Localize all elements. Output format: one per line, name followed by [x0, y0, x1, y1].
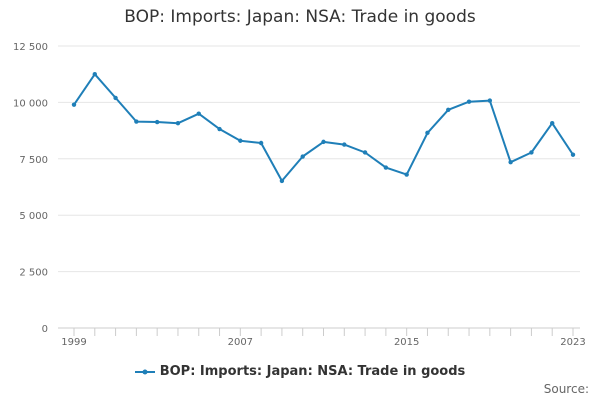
chart-title: BOP: Imports: Japan: NSA: Trade in goods: [124, 7, 476, 27]
data-point[interactable]: [175, 120, 181, 126]
x-tick-label: 1999: [61, 337, 86, 348]
source-label: Source:: [543, 382, 589, 396]
y-tick-label: 2 500: [19, 268, 48, 279]
data-point[interactable]: [279, 178, 285, 184]
data-point[interactable]: [154, 119, 160, 125]
data-point[interactable]: [550, 120, 555, 126]
x-axis: 1999 2007 2015 2023: [58, 327, 586, 348]
x-tick-label: 2023: [560, 337, 585, 348]
data-point[interactable]: [342, 142, 347, 147]
data-point[interactable]: [466, 99, 472, 104]
data-point[interactable]: [383, 165, 389, 170]
data-point[interactable]: [238, 138, 243, 143]
legend-swatch: [134, 369, 155, 374]
y-tick-label: 7 500: [19, 155, 48, 166]
legend-label: BOP: Imports: Japan: NSA: Trade in goods: [159, 364, 466, 379]
data-point[interactable]: [300, 154, 305, 159]
data-point[interactable]: [570, 152, 576, 157]
data-point[interactable]: [487, 98, 493, 103]
y-tick-label: 10 000: [13, 98, 48, 109]
data-point[interactable]: [425, 130, 430, 136]
data-point[interactable]: [529, 150, 534, 155]
data-point[interactable]: [92, 72, 97, 77]
y-tick-label: 5 000: [19, 211, 48, 222]
legend[interactable]: BOP: Imports: Japan: NSA: Trade in goods: [0, 364, 600, 379]
data-point[interactable]: [113, 95, 118, 101]
y-axis: 0 2 500 5 000 7 500 10 000 12 500: [13, 42, 48, 335]
data-point[interactable]: [508, 159, 513, 165]
data-point[interactable]: [362, 150, 368, 155]
x-tick-label: 2007: [228, 337, 253, 348]
data-point[interactable]: [258, 140, 264, 146]
data-point[interactable]: [404, 172, 409, 177]
y-tick-label: 12 500: [13, 42, 48, 53]
data-point[interactable]: [321, 139, 326, 145]
y-tick-label: 0: [42, 324, 48, 335]
series-layer: [71, 72, 576, 184]
data-point[interactable]: [196, 111, 201, 116]
series-line: [73, 73, 574, 182]
data-point[interactable]: [446, 107, 451, 113]
x-tick-label: 2015: [394, 337, 419, 348]
data-point[interactable]: [71, 102, 77, 107]
data-point[interactable]: [134, 119, 139, 124]
data-point[interactable]: [217, 126, 222, 132]
gridlines: [58, 45, 580, 273]
